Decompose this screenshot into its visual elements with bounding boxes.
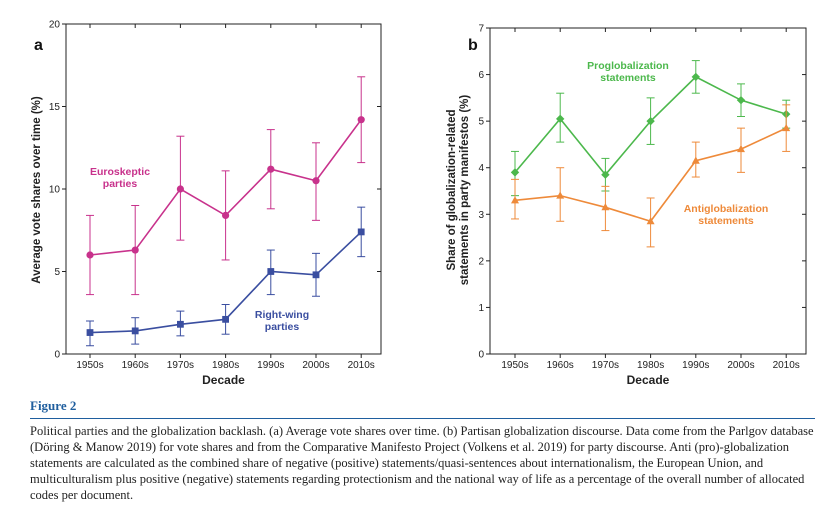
- x-tick-label: 1980s: [637, 360, 664, 371]
- x-axis-label: Decade: [627, 373, 670, 387]
- series-label: Proglobalization: [587, 60, 669, 72]
- y-tick-label: 1: [478, 303, 484, 314]
- y-axis-label: Average vote shares over time (%): [31, 96, 43, 284]
- y-axis-label: Share of globalization-related: [446, 109, 458, 270]
- data-point: [176, 185, 184, 193]
- data-point: [737, 144, 745, 153]
- y-tick-label: 6: [478, 70, 484, 81]
- x-tick-label: 1960s: [547, 360, 574, 371]
- data-point: [357, 228, 365, 236]
- x-tick-label: 1980s: [212, 360, 239, 371]
- data-point: [601, 170, 610, 179]
- panel-b-label: b: [468, 37, 478, 54]
- data-point: [691, 72, 700, 82]
- data-point: [556, 191, 565, 199]
- data-point: [131, 246, 139, 254]
- data-point: [312, 177, 320, 185]
- data-point: [267, 268, 275, 275]
- y-tick-label: 3: [478, 210, 484, 221]
- x-tick-label: 1970s: [592, 360, 619, 371]
- y-tick-label: 0: [54, 350, 60, 361]
- data-point: [646, 116, 655, 126]
- x-tick-label: 1950s: [76, 360, 103, 371]
- data-point: [691, 156, 700, 164]
- x-tick-label: 1950s: [501, 360, 528, 371]
- series-label: Antiglobalization: [684, 203, 769, 215]
- x-tick-label: 1970s: [167, 360, 194, 371]
- y-tick-label: 15: [49, 102, 61, 113]
- data-point: [510, 168, 520, 177]
- x-tick-label: 2000s: [302, 360, 329, 371]
- y-axis-label-group: Average vote shares over time (%): [31, 96, 43, 284]
- x-tick-label: 1990s: [682, 360, 709, 371]
- y-tick-label: 4: [478, 163, 484, 174]
- data-point: [556, 114, 565, 124]
- data-point: [222, 315, 229, 323]
- x-tick-label: 2010s: [348, 360, 375, 371]
- data-point: [312, 271, 320, 279]
- data-point: [736, 95, 746, 105]
- caption-text: Political parties and the globalization …: [30, 424, 814, 502]
- panel-a-chart: 0 5 10 15 20 1950s 1960s 1970s 1980s 1990s 2000s 20…: [31, 20, 382, 387]
- x-tick-label: 1990s: [257, 360, 284, 371]
- series-label: Right-wing: [255, 309, 309, 321]
- y-tick-label: 5: [54, 267, 60, 278]
- figure-label: Figure 2: [30, 398, 77, 413]
- data-point: [177, 320, 184, 328]
- y-tick-label: 2: [478, 256, 484, 267]
- x-tick-label: 2000s: [727, 360, 754, 371]
- y-tick-label: 5: [478, 117, 484, 128]
- series-label: parties: [265, 321, 300, 333]
- panel-b-chart: 0 1 2 3 4 5 6 7 1950s 1960s 1970s 1980s 1990s 2000s 20…: [446, 24, 807, 387]
- data-point: [357, 116, 365, 124]
- data-point: [131, 327, 139, 335]
- data-point: [267, 165, 275, 173]
- series-label: parties: [103, 178, 138, 190]
- data-point: [646, 217, 655, 225]
- figure-caption: Figure 2 Political parties and the globa…: [30, 398, 815, 503]
- y-tick-label: 0: [478, 350, 484, 361]
- data-point: [86, 329, 94, 336]
- plot-frame: [489, 27, 807, 355]
- data-point: [222, 211, 230, 219]
- y-tick-label: 10: [49, 185, 61, 196]
- data-point: [86, 251, 94, 259]
- x-axis-label: Decade: [202, 373, 245, 387]
- x-tick-label: 2010s: [773, 360, 800, 371]
- data-point: [782, 123, 791, 132]
- series-label: statements: [600, 72, 656, 84]
- caption-divider: [30, 418, 815, 419]
- panel-a-label: a: [34, 37, 43, 54]
- y-axis-label: statements in party manifestos (%): [459, 95, 471, 286]
- y-tick-label: 20: [49, 20, 61, 31]
- y-tick-label: 7: [478, 24, 484, 35]
- y-axis-label-group: Share of globalization-related statements…: [446, 95, 471, 286]
- series-label: statements: [698, 215, 754, 227]
- data-point: [511, 196, 519, 204]
- x-tick-label: 1960s: [122, 360, 149, 371]
- data-point: [601, 203, 610, 211]
- series-label: Euroskeptic: [90, 166, 150, 178]
